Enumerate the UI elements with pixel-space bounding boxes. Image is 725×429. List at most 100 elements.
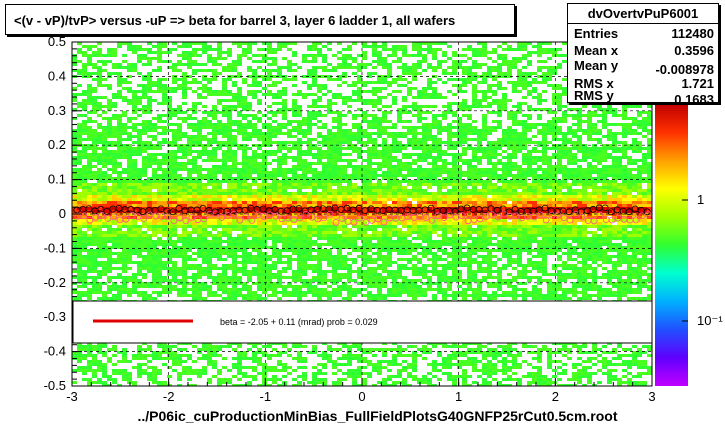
heatmap-cell bbox=[117, 144, 122, 147]
heatmap-cell bbox=[427, 174, 432, 177]
heatmap-cell bbox=[82, 129, 87, 132]
heatmap-cell bbox=[337, 129, 342, 132]
heatmap-cell bbox=[237, 144, 242, 147]
heatmap-cell bbox=[397, 180, 402, 183]
heatmap-cell bbox=[352, 66, 357, 69]
heatmap-cell bbox=[627, 129, 632, 132]
heatmap-cell bbox=[337, 192, 342, 195]
heatmap-cell bbox=[557, 204, 562, 207]
heatmap-cell bbox=[72, 132, 77, 135]
heatmap-cell bbox=[422, 144, 427, 147]
heatmap-cell bbox=[472, 222, 477, 225]
heatmap-cell bbox=[252, 216, 257, 219]
heatmap-cell bbox=[367, 168, 372, 171]
heatmap-cell bbox=[607, 222, 612, 225]
heatmap-cell bbox=[117, 153, 122, 156]
heatmap-cell bbox=[302, 93, 307, 96]
heatmap-cell bbox=[117, 138, 122, 141]
heatmap-cell bbox=[597, 177, 602, 180]
heatmap-cell bbox=[392, 156, 397, 159]
heatmap-cell bbox=[77, 219, 82, 222]
heatmap-cell bbox=[292, 51, 297, 54]
heatmap-cell bbox=[172, 63, 177, 66]
heatmap-cell bbox=[227, 192, 232, 195]
heatmap-cell bbox=[632, 132, 637, 135]
heatmap-cell bbox=[437, 171, 442, 174]
heatmap-cell bbox=[502, 96, 507, 99]
heatmap-cell bbox=[477, 66, 482, 69]
heatmap-cell bbox=[472, 189, 477, 192]
heatmap-cell bbox=[77, 204, 82, 207]
heatmap-cell bbox=[107, 132, 112, 135]
heatmap-cell bbox=[142, 126, 147, 129]
heatmap-cell bbox=[197, 87, 202, 90]
heatmap-cell bbox=[522, 183, 527, 186]
heatmap-cell bbox=[487, 201, 492, 204]
heatmap-cell bbox=[72, 141, 77, 144]
heatmap-cell bbox=[372, 141, 377, 144]
heatmap-cell bbox=[102, 162, 107, 165]
heatmap-cell bbox=[377, 108, 382, 111]
heatmap-cell bbox=[572, 114, 577, 117]
heatmap-cell bbox=[157, 81, 162, 84]
heatmap-cell bbox=[442, 69, 447, 72]
heatmap-cell bbox=[397, 213, 402, 216]
heatmap-cell bbox=[477, 216, 482, 219]
heatmap-cell bbox=[142, 87, 147, 90]
heatmap-cell bbox=[302, 213, 307, 216]
heatmap-cell bbox=[482, 93, 487, 96]
heatmap-cell bbox=[552, 129, 557, 132]
heatmap-cell bbox=[277, 144, 282, 147]
heatmap-cell bbox=[312, 102, 317, 105]
heatmap-cell bbox=[507, 132, 512, 135]
heatmap-cell bbox=[357, 219, 362, 222]
heatmap-cell bbox=[522, 186, 527, 189]
heatmap-cell bbox=[127, 135, 132, 138]
heatmap-cell bbox=[72, 63, 77, 66]
heatmap-cell bbox=[462, 183, 467, 186]
heatmap-cell bbox=[412, 102, 417, 105]
heatmap-cell bbox=[592, 180, 597, 183]
heatmap-cell bbox=[352, 195, 357, 198]
heatmap-cell bbox=[377, 90, 382, 93]
heatmap-cell bbox=[312, 174, 317, 177]
heatmap-cell bbox=[317, 156, 322, 159]
heatmap-cell bbox=[592, 138, 597, 141]
heatmap-cell bbox=[162, 180, 167, 183]
heatmap-cell bbox=[357, 99, 362, 102]
heatmap-cell bbox=[77, 156, 82, 159]
heatmap-cell bbox=[277, 96, 282, 99]
heatmap-cell bbox=[342, 57, 347, 60]
heatmap-cell bbox=[452, 177, 457, 180]
heatmap-cell bbox=[482, 189, 487, 192]
heatmap-cell bbox=[222, 69, 227, 72]
heatmap-cell bbox=[487, 90, 492, 93]
heatmap-cell bbox=[432, 150, 437, 153]
heatmap-cell bbox=[347, 186, 352, 189]
heatmap-cell bbox=[277, 42, 282, 45]
heatmap-cell bbox=[212, 114, 217, 117]
heatmap-cell bbox=[452, 162, 457, 165]
heatmap-cell bbox=[462, 84, 467, 87]
heatmap-cell bbox=[407, 219, 412, 222]
heatmap-cell bbox=[92, 165, 97, 168]
heatmap-cell bbox=[142, 171, 147, 174]
heatmap-cell bbox=[247, 198, 252, 201]
heatmap-cell bbox=[292, 201, 297, 204]
heatmap-cell bbox=[197, 192, 202, 195]
heatmap-cell bbox=[622, 222, 627, 225]
heatmap-cell bbox=[417, 132, 422, 135]
heatmap-cell bbox=[327, 99, 332, 102]
heatmap-cell bbox=[302, 162, 307, 165]
heatmap-cell bbox=[152, 126, 157, 129]
heatmap-cell bbox=[152, 138, 157, 141]
heatmap-cell bbox=[622, 111, 627, 114]
heatmap-cell bbox=[587, 177, 592, 180]
heatmap-cell bbox=[82, 186, 87, 189]
heatmap-cell bbox=[507, 45, 512, 48]
heatmap-cell bbox=[177, 138, 182, 141]
heatmap-cell bbox=[547, 186, 552, 189]
heatmap-cell bbox=[577, 171, 582, 174]
heatmap-cell bbox=[252, 183, 257, 186]
heatmap-cell bbox=[442, 222, 447, 225]
